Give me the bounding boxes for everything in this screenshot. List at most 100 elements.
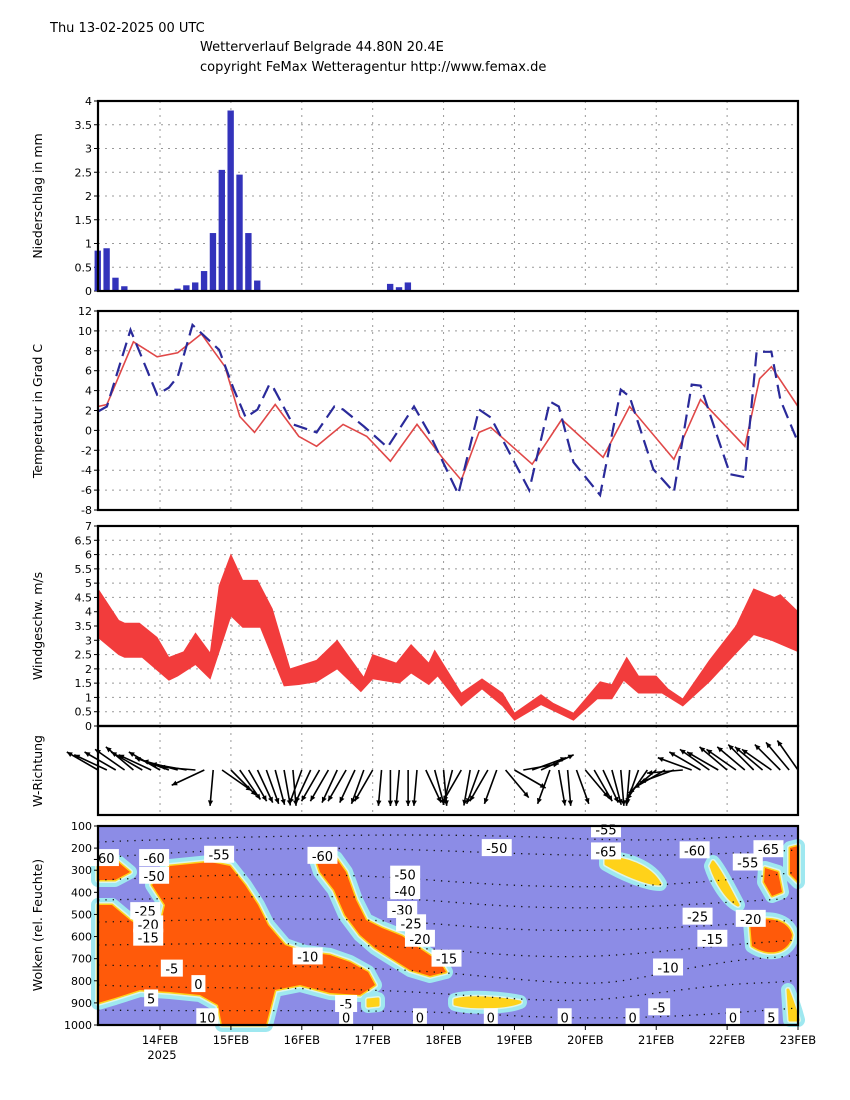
wind-arrow-head	[354, 795, 360, 802]
wind-arrow-shaft	[288, 769, 303, 805]
wind-arrow-head	[393, 800, 400, 806]
wind-arrow-shaft	[741, 748, 772, 771]
wind-arrow-head	[633, 783, 640, 788]
wind-arrow	[469, 769, 489, 802]
contour-label-box	[335, 994, 358, 1012]
wind-arrow-head	[669, 752, 676, 757]
contour-label-box	[682, 907, 713, 925]
y-tick-label: 300	[71, 864, 92, 877]
wind-arrow	[393, 769, 401, 806]
wind-arrow-head	[620, 800, 627, 806]
contour-label: -50	[390, 865, 421, 884]
wind-arrow-shaft	[619, 769, 625, 806]
y-tick-label: 500	[71, 908, 92, 921]
contour-label: -50	[139, 866, 170, 885]
x-axis-year: 2025	[147, 1048, 176, 1062]
wind-arrow	[686, 751, 719, 771]
precip-bar	[395, 287, 403, 291]
contour-label: -15	[431, 949, 462, 968]
wind-arrow-head	[105, 746, 112, 753]
wind-arrow-head	[128, 752, 135, 757]
contour-label-text: -40	[395, 885, 416, 900]
y-tick-label: 100	[71, 820, 92, 833]
contour-label-box	[196, 1008, 219, 1026]
wind-arrow-shaft	[425, 769, 442, 803]
wind-arrow-head	[268, 796, 273, 803]
x-tick-label: 18FEB	[425, 1033, 462, 1047]
contour-label: -60	[88, 849, 119, 867]
copyright: copyright FeMax Wetteragentur http://www…	[200, 60, 546, 75]
wind-arrow	[706, 748, 737, 771]
contour-label: -20	[404, 929, 435, 948]
y-tick-label: 400	[71, 886, 92, 899]
wind-arrow	[699, 746, 728, 771]
contour-label-box	[390, 882, 421, 900]
wind-arrow-shaft	[540, 754, 575, 771]
contour-label: 0	[557, 1008, 572, 1026]
wind-arrow-head	[462, 799, 468, 806]
contour-label-text: -25	[400, 917, 421, 932]
wind-arrow	[442, 769, 462, 802]
wind-arrow-head	[765, 742, 772, 749]
y-tick-label: 0.5	[75, 261, 93, 274]
cloud-blob	[783, 839, 805, 889]
contour-label-box	[591, 820, 622, 838]
contour-label-text: -60	[144, 852, 165, 867]
y-tick-label: 4	[85, 95, 92, 108]
y-tick-label: 1000	[64, 1019, 92, 1032]
contour-label-box	[160, 959, 183, 977]
wind-arrow	[239, 769, 262, 800]
wind-arrow-shaft	[536, 769, 551, 805]
contour-label-box	[697, 929, 728, 947]
wind-arrow	[611, 769, 623, 805]
contour-label-text: -60	[93, 852, 114, 867]
wind-arrow-shaft	[265, 769, 280, 805]
wind-arrow	[309, 769, 330, 802]
wind-arrow-shaft	[159, 766, 196, 771]
contour-label-text: -5	[165, 963, 178, 978]
contour-label-box	[204, 845, 235, 863]
wind-arrow	[230, 769, 257, 797]
wind-arrow-head	[261, 795, 267, 802]
wind-arrow-head	[142, 759, 149, 765]
contour-label: 0	[726, 1008, 741, 1026]
cloud-blob-high	[98, 862, 130, 880]
y-tick-label: 3.5	[75, 119, 93, 132]
cloud-blob	[448, 990, 527, 1014]
wind-arrow-shaft	[442, 769, 448, 806]
wind-arrow-shaft	[395, 769, 401, 806]
wind-arrow	[602, 769, 620, 803]
cloud-blob-high	[750, 919, 792, 953]
y-tick-label: 10	[78, 325, 92, 338]
wind-arrow	[256, 769, 274, 803]
contour-label-text: 0	[487, 1011, 495, 1026]
wind-arrow-shaft	[105, 746, 134, 771]
wind-arrow	[657, 756, 692, 771]
wind-ylabel: Windgeschw. m/s	[30, 572, 45, 680]
wind-arrow-head	[483, 797, 489, 804]
contour-label-text: -15	[702, 933, 723, 948]
wind-arrow-head	[321, 796, 327, 803]
cloud-blob	[704, 855, 745, 912]
wind-arrow-head	[657, 757, 664, 762]
y-tick-label: 1.5	[75, 214, 93, 227]
wind-arrow-head	[679, 749, 686, 755]
wind-arrow	[531, 756, 567, 771]
contour-label-box	[191, 975, 206, 993]
contour-label: -55	[204, 845, 235, 864]
cloud-blob	[743, 912, 799, 960]
wind-arrow-head	[741, 749, 748, 755]
contour-label-box	[483, 1008, 498, 1026]
contour-label-box	[591, 842, 622, 860]
wind-arrow-head	[646, 770, 653, 776]
contour-label: -15	[697, 929, 728, 948]
contour-label-box	[139, 866, 170, 884]
wind-arrow	[118, 754, 152, 771]
y-tick-label: 2	[85, 405, 92, 418]
temperature-line-solid	[97, 332, 799, 482]
x-tick-label: 20FEB	[567, 1033, 604, 1047]
contour-lines	[97, 834, 799, 1019]
wind-arrow-shaft	[300, 769, 321, 802]
wind-arrow-shaft	[230, 769, 257, 797]
contour-label-box	[764, 1008, 779, 1026]
